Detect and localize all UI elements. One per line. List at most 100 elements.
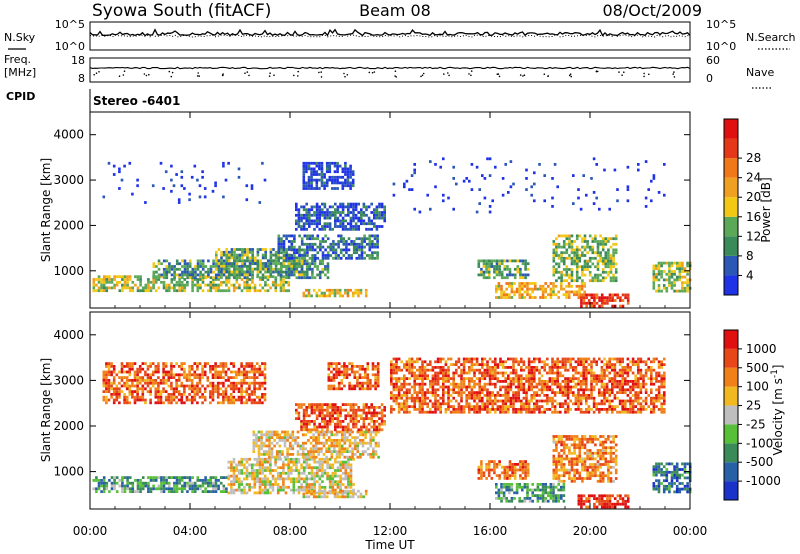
data-cell bbox=[534, 282, 537, 285]
data-cell bbox=[222, 376, 225, 379]
data-cell bbox=[225, 280, 228, 284]
data-cell bbox=[277, 259, 280, 263]
data-cell bbox=[186, 270, 189, 274]
data-cell bbox=[376, 365, 380, 368]
data-cell bbox=[300, 219, 303, 223]
data-cell bbox=[164, 373, 168, 377]
data-cell bbox=[251, 267, 254, 271]
data-cell bbox=[313, 242, 317, 246]
data-cell bbox=[224, 178, 228, 182]
data-cell bbox=[164, 395, 168, 399]
data-cell bbox=[248, 250, 252, 254]
data-cell bbox=[261, 286, 265, 290]
data-cell bbox=[276, 491, 280, 495]
data-cell bbox=[360, 256, 364, 260]
data-cell bbox=[305, 457, 309, 461]
data-cell bbox=[320, 184, 324, 188]
data-cell bbox=[367, 417, 371, 420]
data-cell bbox=[562, 499, 566, 503]
data-cell bbox=[310, 187, 313, 190]
data-cell bbox=[662, 465, 666, 469]
data-cell bbox=[318, 164, 321, 168]
data-cell bbox=[175, 173, 178, 176]
data-cell bbox=[246, 267, 249, 271]
data-cell bbox=[307, 439, 310, 442]
data-cell bbox=[392, 193, 396, 197]
data-cell bbox=[555, 463, 558, 466]
data-cell bbox=[565, 296, 568, 299]
data-cell bbox=[344, 167, 347, 171]
data-cell bbox=[323, 408, 327, 412]
data-cell bbox=[318, 408, 321, 412]
data-cell bbox=[678, 490, 682, 494]
data-cell bbox=[115, 476, 119, 479]
data-cell bbox=[500, 491, 503, 495]
data-cell bbox=[601, 479, 605, 483]
data-cell bbox=[364, 430, 367, 434]
data-cell bbox=[557, 483, 560, 486]
data-cell bbox=[253, 471, 257, 475]
data-cell bbox=[607, 270, 610, 274]
data-cell bbox=[269, 275, 272, 279]
data-cell bbox=[341, 492, 345, 496]
data-cell bbox=[538, 163, 541, 166]
colorbar-tick-label: 20 bbox=[746, 190, 761, 204]
data-cell bbox=[154, 280, 158, 284]
data-cell bbox=[594, 468, 597, 472]
data-cell bbox=[575, 446, 579, 450]
data-cell bbox=[287, 283, 291, 287]
data-cell bbox=[318, 219, 321, 223]
data-cell bbox=[274, 264, 278, 268]
nave-point bbox=[673, 71, 675, 73]
data-cell bbox=[341, 489, 345, 493]
data-cell bbox=[335, 376, 338, 379]
data-cell bbox=[222, 273, 226, 277]
data-cell bbox=[240, 390, 243, 393]
data-cell bbox=[534, 488, 537, 492]
data-cell bbox=[227, 270, 231, 274]
data-cell bbox=[621, 497, 625, 500]
data-cell bbox=[312, 495, 316, 499]
data-cell bbox=[206, 384, 210, 388]
data-cell bbox=[596, 463, 600, 466]
data-cell bbox=[217, 248, 221, 251]
data-cell bbox=[199, 275, 202, 279]
data-cell bbox=[531, 494, 534, 497]
data-cell bbox=[257, 439, 261, 442]
data-cell bbox=[228, 250, 231, 254]
freq-panel: Freq. [MHz] 18 8 60 0 Nave bbox=[4, 53, 774, 89]
data-cell bbox=[313, 259, 317, 263]
data-cell bbox=[133, 401, 137, 405]
data-cell bbox=[555, 237, 558, 241]
data-cell bbox=[358, 254, 361, 257]
nave-point bbox=[98, 71, 100, 73]
data-cell bbox=[331, 291, 334, 295]
data-cell bbox=[668, 470, 671, 474]
data-cell bbox=[186, 476, 189, 479]
data-cell bbox=[560, 435, 563, 438]
data-cell bbox=[331, 485, 335, 489]
data-cell bbox=[300, 237, 304, 241]
data-cell bbox=[105, 278, 109, 281]
data-cell bbox=[268, 447, 271, 451]
data-cell bbox=[588, 273, 592, 277]
data-cell bbox=[115, 398, 119, 402]
data-cell bbox=[594, 465, 597, 469]
data-cell bbox=[154, 365, 158, 368]
data-cell bbox=[240, 273, 244, 277]
data-cell bbox=[248, 270, 252, 274]
data-cell bbox=[568, 457, 571, 461]
nave-point bbox=[623, 71, 625, 73]
data-cell bbox=[269, 485, 272, 489]
data-cell bbox=[141, 487, 145, 491]
data-cell bbox=[265, 433, 269, 437]
data-cell bbox=[364, 294, 368, 298]
data-cell bbox=[328, 477, 332, 481]
data-cell bbox=[309, 455, 313, 459]
data-cell bbox=[375, 205, 379, 209]
data-cell bbox=[295, 205, 298, 209]
data-cell bbox=[289, 480, 293, 484]
data-cell bbox=[526, 267, 530, 271]
data-cell bbox=[526, 491, 529, 495]
data-cell bbox=[297, 211, 301, 214]
